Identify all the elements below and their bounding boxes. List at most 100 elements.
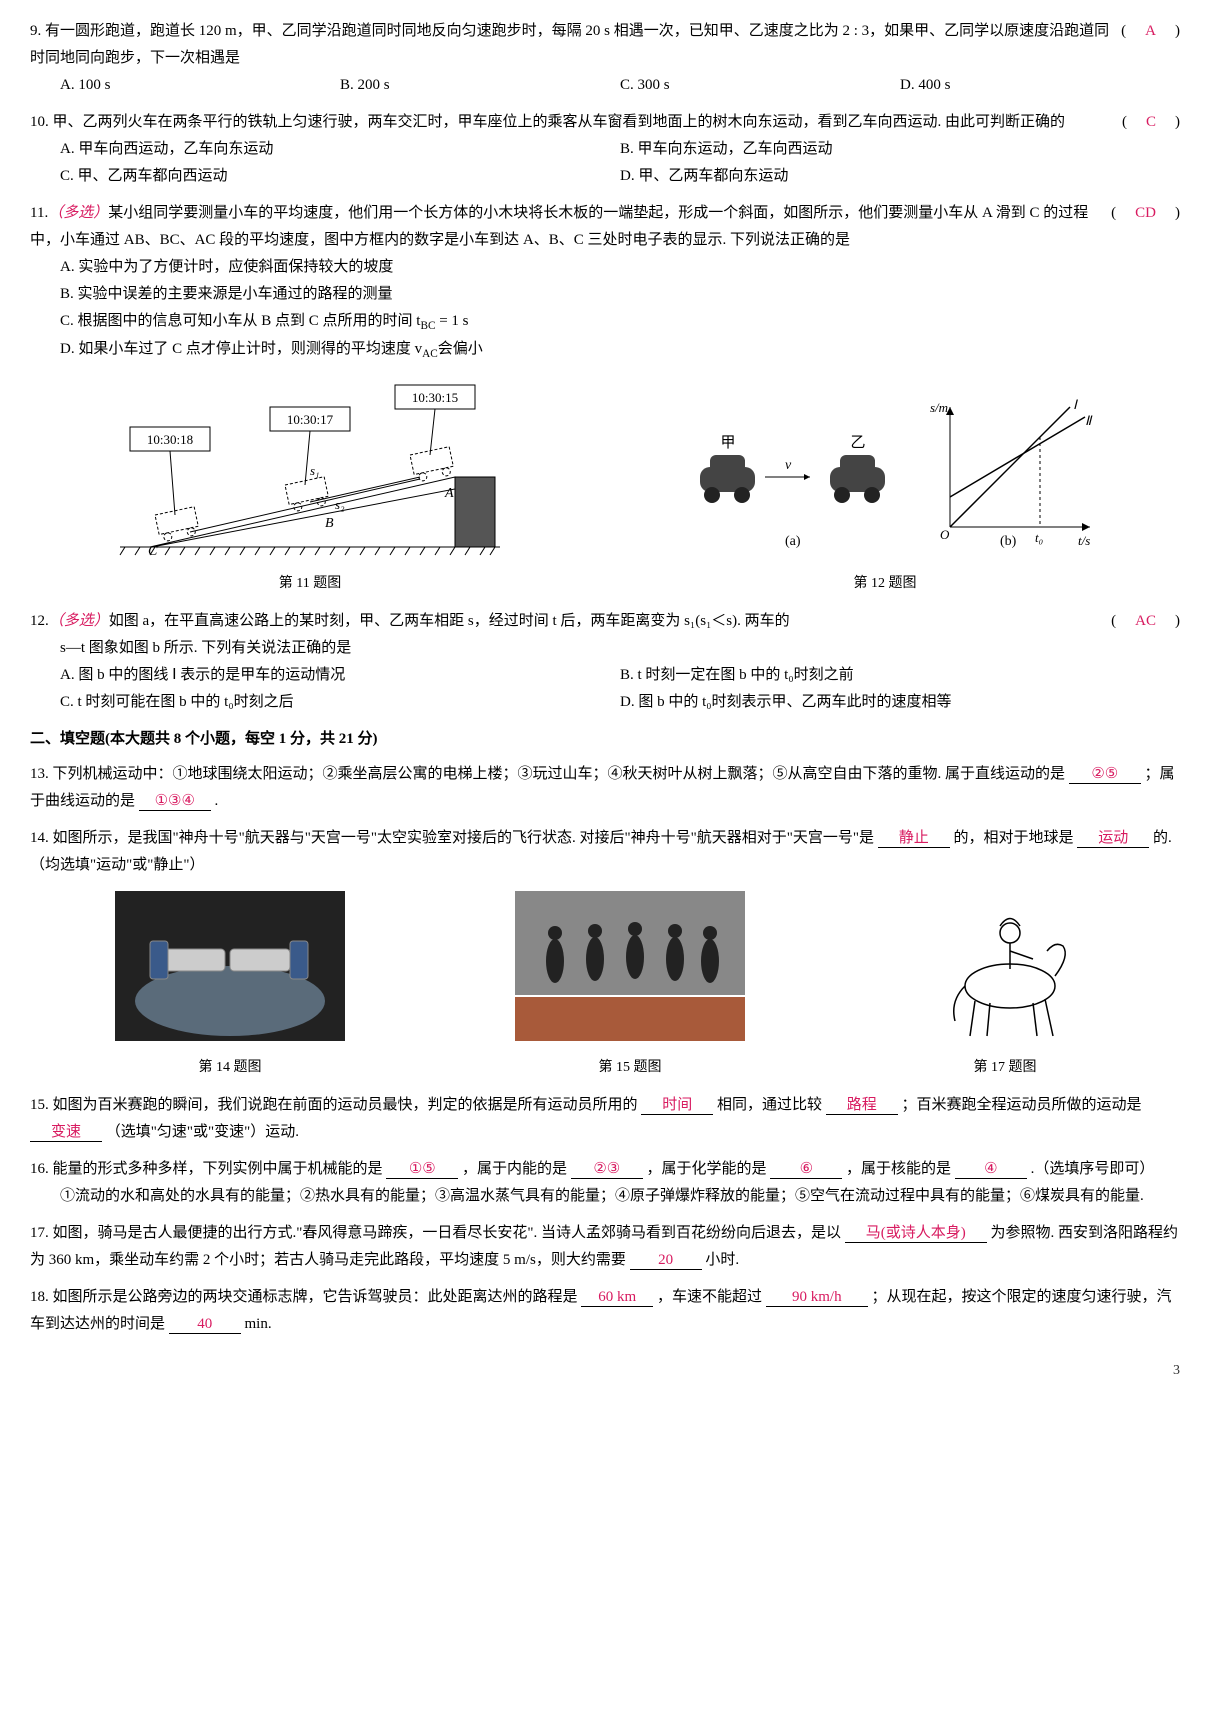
q13-num: 13.: [30, 766, 49, 782]
figure-q15: 第 15 题图: [515, 891, 745, 1080]
q16-blank2: ②③: [571, 1160, 643, 1179]
q10-num: 10.: [30, 114, 49, 130]
q10-opt-c: C. 甲、乙两车都向西运动: [60, 163, 620, 190]
q13-text-p3: .: [215, 793, 219, 809]
q12-b-label: (b): [1000, 534, 1017, 549]
q12-ylabel: s/m: [930, 400, 948, 415]
q9-opt-d: D. 400 s: [900, 72, 1180, 99]
q12-fig-caption: 第 12 题图: [670, 571, 1100, 596]
q12-t0: t₀: [1035, 530, 1043, 545]
q10-answer: C: [1146, 114, 1156, 130]
question-15: 15. 如图为百米赛跑的瞬间，我们说跑在前面的运动员最快，判定的依据是所有运动员…: [30, 1092, 1180, 1146]
q11-s1: s₁: [310, 463, 320, 478]
q10-text: 甲、乙两列火车在两条平行的铁轨上匀速行驶，两车交汇时，甲车座位上的乘客从车窗看到…: [53, 114, 1066, 130]
q17-num: 17.: [30, 1225, 49, 1241]
q11-opt-c-sub: BC: [420, 320, 435, 332]
question-12: ( AC ) 12.（多选）如图 a，在平直高速公路上的某时刻，甲、乙两车相距 …: [30, 608, 1180, 716]
figure-q11: 10:30:15 10:30:17 10:30:18 s₁ s₂ A B C 第…: [110, 377, 510, 596]
q11-label-b: B: [325, 516, 334, 531]
question-18: 18. 如图所示是公路旁边的两块交通标志牌，它告诉驾驶员：此处距离达州的路程是 …: [30, 1284, 1180, 1338]
q13-text-p1: 下列机械运动中：①地球围绕太阳运动；②乘坐高层公寓的电梯上楼；③玩过山车；④秋天…: [53, 766, 1066, 782]
figure-q14: 第 14 题图: [115, 891, 345, 1080]
q14-image: [115, 891, 345, 1041]
q14-text-p2: 的，相对于地球是: [954, 830, 1074, 846]
q11-num: 11.: [30, 205, 48, 221]
q15-fig-caption: 第 15 题图: [515, 1055, 745, 1080]
q16-blank1: ①⑤: [386, 1160, 458, 1179]
q11-label-c: C: [148, 544, 158, 557]
q15-blank3: 变速: [30, 1123, 102, 1142]
q18-text-p2: ，车速不能超过: [657, 1289, 762, 1305]
q11-time-b: 10:30:17: [287, 412, 334, 427]
q12-car-yi: 乙: [850, 435, 865, 451]
q16-num: 16.: [30, 1161, 49, 1177]
q10-opt-b: B. 甲车向东运动，乙车向西运动: [620, 136, 1180, 163]
q12-car-jia: 甲: [720, 435, 735, 451]
q9-opt-a: A. 100 s: [60, 72, 340, 99]
q11-opt-c-tail: = 1 s: [435, 313, 468, 329]
q14-num: 14.: [30, 830, 49, 846]
q11-opt-c-text: C. 根据图中的信息可知小车从 B 点到 C 点所用的时间 t: [60, 313, 420, 329]
q11-text: 某小组同学要测量小车的平均速度，他们用一个长方体的小木块将长木板的一端垫起，形成…: [30, 205, 1088, 248]
q11-opt-c: C. 根据图中的信息可知小车从 B 点到 C 点所用的时间 tBC = 1 s: [30, 308, 1180, 336]
q17-text-p3: 小时.: [705, 1252, 739, 1268]
q11-fig-caption: 第 11 题图: [110, 571, 510, 596]
q15-num: 15.: [30, 1097, 49, 1113]
q15-text-p2: 相同，通过比较: [717, 1097, 822, 1113]
q12-v: v: [785, 458, 792, 473]
q12-opt-a: A. 图 b 中的图线 Ⅰ 表示的是甲车的运动情况: [60, 662, 620, 689]
q16-text-p6: ①流动的水和高处的水具有的能量；②热水具有的能量；③高温水蒸气具有的能量；④原子…: [30, 1183, 1180, 1210]
q12-xlabel: t/s: [1078, 533, 1090, 548]
figure-q17: 第 17 题图: [915, 891, 1095, 1080]
q12-a-label: (a): [785, 534, 801, 549]
question-16: 16. 能量的形式多种多样，下列实例中属于机械能的是 ①⑤ ，属于内能的是 ②③…: [30, 1156, 1180, 1210]
figures-row-2: 第 14 题图 第 15 题图: [30, 891, 1180, 1080]
q10-opt-a: A. 甲车向西运动，乙车向东运动: [60, 136, 620, 163]
question-14: 14. 如图所示，是我国"神舟十号"航天器与"天宫一号"太空实验室对接后的飞行状…: [30, 825, 1180, 879]
q17-text-p1: 如图，骑马是古人最便捷的出行方式."春风得意马蹄疾，一日看尽长安花". 当诗人孟…: [53, 1225, 842, 1241]
q14-text-p1: 如图所示，是我国"神舟十号"航天器与"天宫一号"太空实验室对接后的飞行状态. 对…: [53, 830, 875, 846]
q11-opt-d-tail: 会偏小: [438, 341, 483, 357]
q16-text-p2: ，属于内能的是: [462, 1161, 567, 1177]
q12-options: A. 图 b 中的图线 Ⅰ 表示的是甲车的运动情况 B. t 时刻一定在图 b …: [30, 662, 1180, 716]
q11-answer: CD: [1135, 205, 1156, 221]
q11-label-a: A: [444, 486, 454, 501]
q16-blank4: ④: [955, 1160, 1027, 1179]
q12-diagram-svg: 甲 v 乙 (a) s/m t/s O: [670, 387, 1100, 557]
q9-options: A. 100 s B. 200 s C. 300 s D. 400 s: [30, 72, 1180, 99]
q11-answer-bracket: ( CD ): [1111, 200, 1180, 227]
q11-diagram-svg: 10:30:15 10:30:17 10:30:18 s₁ s₂ A B C: [110, 377, 510, 557]
q17-blank1: 马(或诗人本身): [845, 1224, 987, 1243]
q9-answer: A: [1145, 23, 1156, 39]
q13-blank1: ②⑤: [1069, 765, 1141, 784]
question-13: 13. 下列机械运动中：①地球围绕太阳运动；②乘坐高层公寓的电梯上楼；③玩过山车…: [30, 761, 1180, 815]
q15-text-p3: ；百米赛跑全程运动员所做的运动是: [902, 1097, 1142, 1113]
q17-image: [915, 891, 1095, 1041]
q15-blank1: 时间: [641, 1096, 713, 1115]
question-9: ( A ) 9. 有一圆形跑道，跑道长 120 m，甲、乙同学沿跑道同时同地反向…: [30, 18, 1180, 99]
q18-blank2: 90 km/h: [766, 1288, 868, 1307]
q12-l1: Ⅰ: [1073, 397, 1078, 412]
question-10: ( C ) 10. 甲、乙两列火车在两条平行的铁轨上匀速行驶，两车交汇时，甲车座…: [30, 109, 1180, 190]
q11-opt-a: A. 实验中为了方便计时，应使斜面保持较大的坡度: [30, 254, 1180, 281]
q9-opt-c: C. 300 s: [620, 72, 900, 99]
q14-blank1: 静止: [878, 829, 950, 848]
q9-answer-bracket: ( A ): [1121, 18, 1180, 45]
q14-fig-caption: 第 14 题图: [115, 1055, 345, 1080]
q12-num: 12.: [30, 613, 49, 629]
q12-tag: （多选）: [49, 613, 109, 629]
q12-opt-d: D. 图 b 中的 t₀时刻表示甲、乙两车此时的速度相等: [620, 689, 1180, 716]
q10-answer-bracket: ( C ): [1122, 109, 1180, 136]
section-2-header: 二、填空题(本大题共 8 个小题，每空 1 分，共 21 分): [30, 726, 1180, 753]
q12-text-p2: s—t 图象如图 b 所示. 下列有关说法正确的是: [30, 635, 1180, 662]
q18-blank3: 40: [169, 1315, 241, 1334]
q18-blank1: 60 km: [581, 1288, 653, 1307]
q12-l2: Ⅱ: [1085, 413, 1093, 428]
q18-num: 18.: [30, 1289, 49, 1305]
question-17: 17. 如图，骑马是古人最便捷的出行方式."春风得意马蹄疾，一日看尽长安花". …: [30, 1220, 1180, 1274]
q12-O: O: [940, 527, 950, 542]
q12-answer: AC: [1135, 613, 1156, 629]
figure-q12: 甲 v 乙 (a) s/m t/s O: [670, 387, 1100, 596]
q9-text: 有一圆形跑道，跑道长 120 m，甲、乙同学沿跑道同时同地反向匀速跑步时，每隔 …: [30, 23, 1109, 66]
q9-num: 9.: [30, 23, 41, 39]
